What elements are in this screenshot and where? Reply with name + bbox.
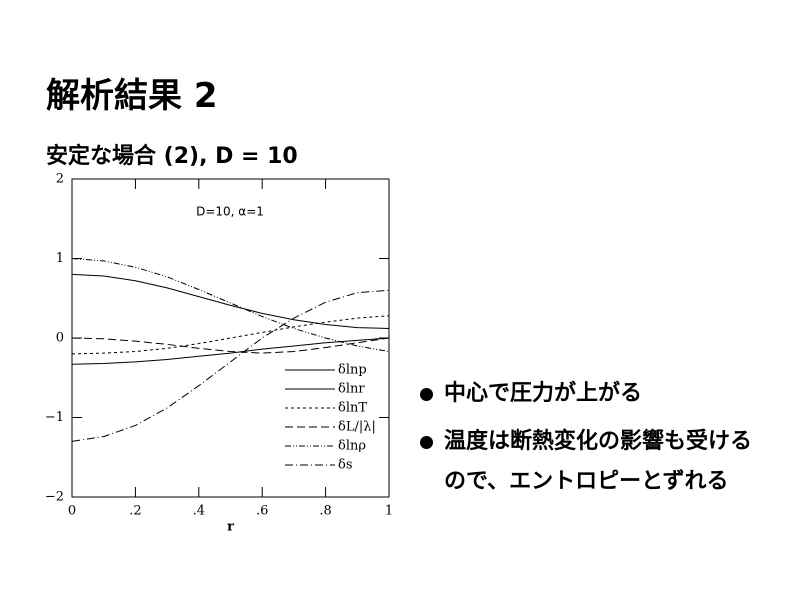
legend-label: δlnp [338, 363, 367, 378]
slide-subtitle: 安定な場合 (2), D = 10 [46, 144, 298, 169]
bullet: 中心で圧力が上がる [418, 374, 768, 414]
y-tick-label: 0 [56, 331, 64, 346]
series-line [71, 273, 390, 329]
series-line [71, 337, 390, 365]
x-tick-label: .6 [256, 504, 268, 519]
series-line [71, 289, 390, 442]
x-axis-label: r [227, 520, 234, 535]
legend-label: δL/|λ| [338, 420, 376, 435]
legend-label: δlnT [338, 401, 367, 416]
legend-label: δlnr [338, 382, 365, 397]
x-tick-label: .4 [193, 504, 205, 519]
slide-title: 解析結果 2 [46, 76, 218, 116]
bullet: 温度は断熱変化の影響も受けるので、エントロピーとずれる [418, 422, 768, 502]
series-line [71, 258, 390, 353]
y-tick-label: −2 [45, 490, 64, 505]
x-tick-label: .2 [129, 504, 141, 519]
bullet-list: 中心で圧力が上がる 温度は断熱変化の影響も受けるので、エントロピーとずれる [418, 374, 768, 510]
x-tick-label: 0 [68, 504, 76, 519]
x-tick-label: .8 [319, 504, 331, 519]
y-tick-label: 2 [56, 172, 64, 187]
y-tick-label: 1 [56, 251, 64, 266]
series-line [71, 315, 390, 355]
x-tick-label: 1 [385, 504, 393, 519]
annotation: D=10, α=1 [196, 205, 264, 219]
legend-label: δlnρ [338, 439, 366, 454]
series-line [71, 337, 390, 354]
legend-label: δs [338, 458, 353, 473]
y-tick-label: −1 [45, 410, 64, 425]
